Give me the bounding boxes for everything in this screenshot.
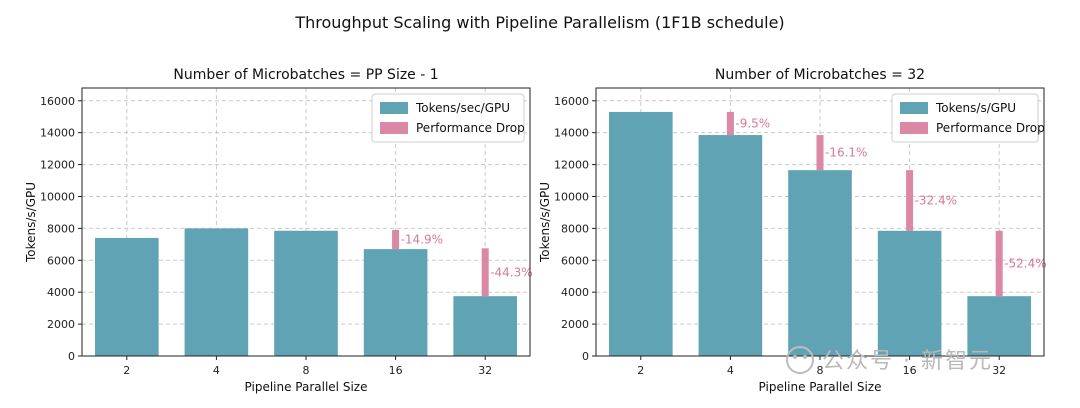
watermark-text: 公众号 · 新智元	[822, 349, 993, 374]
throughput-bar-16	[363, 249, 428, 356]
y-tick-label: 4000	[47, 286, 75, 299]
throughput-bar-4	[184, 228, 249, 356]
performance-drop-bar-8	[816, 135, 824, 171]
drop-label-32: -52.4%	[1004, 256, 1046, 270]
x-tick-label: 32	[992, 364, 1006, 377]
legend-box	[371, 93, 525, 143]
performance-drop-bar-16	[906, 170, 914, 231]
x-tick-label: 2	[637, 364, 644, 377]
performance-drop-bar-32	[481, 248, 489, 297]
y-axis-label: Tokens/s/GPU	[24, 182, 38, 263]
throughput-bar-32	[967, 296, 1032, 356]
y-tick-label: 16000	[554, 95, 589, 108]
drop-label-8: -16.1%	[825, 146, 867, 160]
performance-drop-bar-4	[726, 111, 734, 136]
x-tick-label: 2	[123, 364, 130, 377]
throughput-bar-4	[698, 135, 763, 356]
legend-swatch-drop	[380, 122, 408, 134]
right-panel: -9.5% -16.1% -32.4% -52.4% 0 2000 4000 6000 8000…	[538, 67, 1047, 394]
legend-label-throughput: Tokens/sec/GPU	[415, 101, 510, 115]
drop-label-16: -32.4%	[915, 193, 957, 207]
y-tick-label: 14000	[554, 127, 589, 140]
legend-label-throughput: Tokens/s/GPU	[935, 101, 1016, 115]
x-tick-label: 16	[389, 364, 403, 377]
y-tick-label: 2000	[47, 318, 75, 331]
left-panel: -14.9% -44.3% 0 2000 4000 6000 8000 10000 12000 1…	[24, 67, 533, 394]
y-tick-label: 10000	[40, 190, 75, 203]
x-axis-label: Pipeline Parallel Size	[245, 380, 368, 394]
watermark: 公众号 · 新智元	[786, 346, 993, 374]
throughput-bar-2	[94, 237, 159, 356]
y-tick-label: 0	[68, 350, 75, 363]
x-tick-label: 32	[478, 364, 492, 377]
y-axis-label: Tokens/s/GPU	[538, 182, 552, 263]
wechat-icon	[786, 346, 814, 374]
x-tick-label: 4	[213, 364, 220, 377]
throughput-bar-8	[788, 170, 852, 356]
y-tick-label: 10000	[554, 190, 589, 203]
x-tick-label: 8	[303, 364, 310, 377]
drop-label-16: -14.9%	[401, 233, 443, 247]
figure-title: Throughput Scaling with Pipeline Paralle…	[295, 13, 785, 32]
x-tick-label: 8	[817, 364, 824, 377]
performance-drop-bar-32	[995, 230, 1003, 297]
y-tick-label: 14000	[40, 127, 75, 140]
throughput-bar-8	[274, 230, 338, 356]
y-tick-label: 0	[582, 350, 589, 363]
y-tick-label: 8000	[561, 222, 589, 235]
y-tick-label: 6000	[47, 254, 75, 267]
wechat-icon-eye	[793, 355, 797, 359]
y-tick-label: 12000	[40, 159, 75, 172]
y-tick-label: 12000	[554, 159, 589, 172]
legend-label-drop: Performance Drop	[416, 121, 525, 135]
y-tick-label: 16000	[40, 95, 75, 108]
x-axis-label: Pipeline Parallel Size	[759, 380, 882, 394]
drop-label-32: -44.3%	[490, 265, 532, 279]
x-tick-label: 4	[727, 364, 734, 377]
throughput-bar-16	[877, 230, 942, 356]
y-tick-label: 6000	[561, 254, 589, 267]
y-tick-label: 8000	[47, 222, 75, 235]
throughput-bar-2	[608, 111, 673, 356]
y-tick-label: 4000	[561, 286, 589, 299]
drop-label-4: -9.5%	[735, 116, 770, 130]
throughput-bar-32	[453, 296, 518, 356]
legend-swatch-throughput	[900, 102, 928, 114]
legend-swatch-throughput	[380, 102, 408, 114]
panel-title: Number of Microbatches = 32	[715, 67, 925, 83]
legend-label-drop: Performance Drop	[936, 121, 1045, 135]
x-tick-label: 16	[903, 364, 917, 377]
y-tick-label: 2000	[561, 318, 589, 331]
panel-title: Number of Microbatches = PP Size - 1	[173, 67, 438, 83]
performance-drop-bar-16	[392, 229, 400, 250]
legend-swatch-drop	[900, 122, 928, 134]
legend-box	[891, 93, 1039, 143]
wechat-icon-eye	[803, 355, 807, 359]
